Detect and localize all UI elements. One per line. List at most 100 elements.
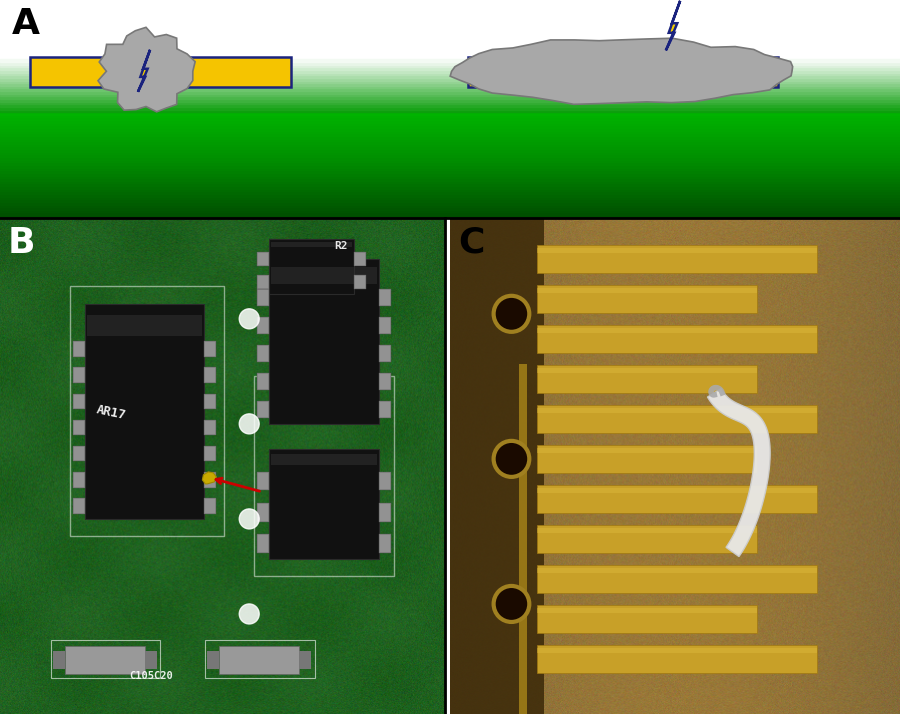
Bar (379, 401, 391, 418)
Bar (537, 448, 757, 453)
Bar (0, 144, 900, 146)
Bar (380, 290, 390, 305)
Bar (0, 198, 900, 202)
Bar (537, 245, 816, 273)
Bar (380, 318, 390, 333)
Bar (74, 499, 84, 513)
Bar (0, 130, 900, 134)
Bar (258, 253, 268, 265)
Bar (537, 445, 757, 473)
Bar (73, 498, 85, 513)
Bar (0, 80, 900, 83)
Bar (204, 498, 216, 513)
Bar (205, 421, 215, 434)
Bar (0, 149, 900, 152)
Bar (0, 117, 900, 120)
Bar (537, 525, 757, 553)
Bar (0, 128, 900, 131)
Bar (258, 535, 268, 552)
Bar (355, 276, 365, 288)
Bar (0, 109, 900, 112)
FancyBboxPatch shape (183, 57, 291, 87)
Bar (0, 106, 900, 109)
Bar (258, 473, 268, 489)
Text: B: B (8, 226, 35, 260)
Bar (269, 258, 379, 424)
Bar (0, 101, 900, 104)
Bar (0, 151, 900, 154)
Bar (65, 646, 145, 674)
Bar (254, 376, 394, 576)
Bar (205, 395, 215, 408)
Circle shape (493, 296, 529, 332)
Circle shape (239, 309, 259, 329)
Text: C105C20: C105C20 (130, 671, 174, 681)
Bar (0, 96, 900, 99)
Bar (0, 61, 900, 65)
Bar (0, 215, 900, 218)
Bar (0, 172, 900, 176)
Polygon shape (202, 472, 216, 484)
Bar (73, 341, 85, 357)
Bar (258, 318, 268, 333)
Bar (271, 267, 377, 283)
Bar (0, 186, 900, 188)
Bar (537, 288, 757, 293)
Bar (0, 133, 900, 136)
Bar (380, 403, 390, 417)
Bar (50, 640, 160, 678)
Bar (379, 317, 391, 334)
Bar (257, 275, 269, 289)
Bar (0, 167, 900, 170)
Bar (0, 201, 900, 205)
Bar (207, 651, 220, 669)
Bar (73, 420, 85, 436)
Bar (380, 374, 390, 389)
Bar (0, 193, 900, 196)
Bar (299, 651, 311, 669)
Bar (0, 111, 900, 115)
Bar (205, 342, 215, 356)
Bar (379, 472, 391, 491)
Bar (0, 104, 900, 107)
Bar (204, 446, 216, 461)
Bar (537, 488, 816, 493)
Bar (73, 472, 85, 488)
Bar (74, 342, 84, 356)
Bar (0, 181, 900, 183)
Bar (205, 499, 215, 513)
Bar (205, 473, 215, 486)
Bar (0, 120, 900, 123)
Bar (379, 534, 391, 553)
Bar (354, 252, 365, 266)
Bar (0, 99, 900, 101)
Bar (269, 449, 379, 559)
Bar (380, 346, 390, 361)
Bar (537, 325, 816, 353)
Bar (205, 368, 215, 382)
Text: A: A (12, 7, 40, 41)
Bar (537, 405, 816, 433)
Bar (70, 286, 224, 536)
Bar (0, 91, 900, 94)
Bar (258, 290, 268, 305)
FancyBboxPatch shape (30, 57, 138, 87)
Bar (73, 393, 85, 409)
Bar (257, 317, 269, 334)
Bar (74, 395, 84, 408)
Bar (355, 253, 365, 265)
Bar (258, 403, 268, 417)
Bar (0, 191, 900, 194)
Bar (145, 651, 157, 669)
Bar (380, 473, 390, 489)
Bar (73, 368, 85, 383)
Polygon shape (450, 39, 793, 104)
Bar (85, 304, 204, 519)
Bar (379, 346, 391, 362)
Text: R2: R2 (334, 241, 347, 251)
Bar (257, 289, 269, 306)
Bar (204, 420, 216, 436)
Bar (257, 401, 269, 418)
Circle shape (493, 586, 529, 622)
Bar (0, 204, 900, 207)
